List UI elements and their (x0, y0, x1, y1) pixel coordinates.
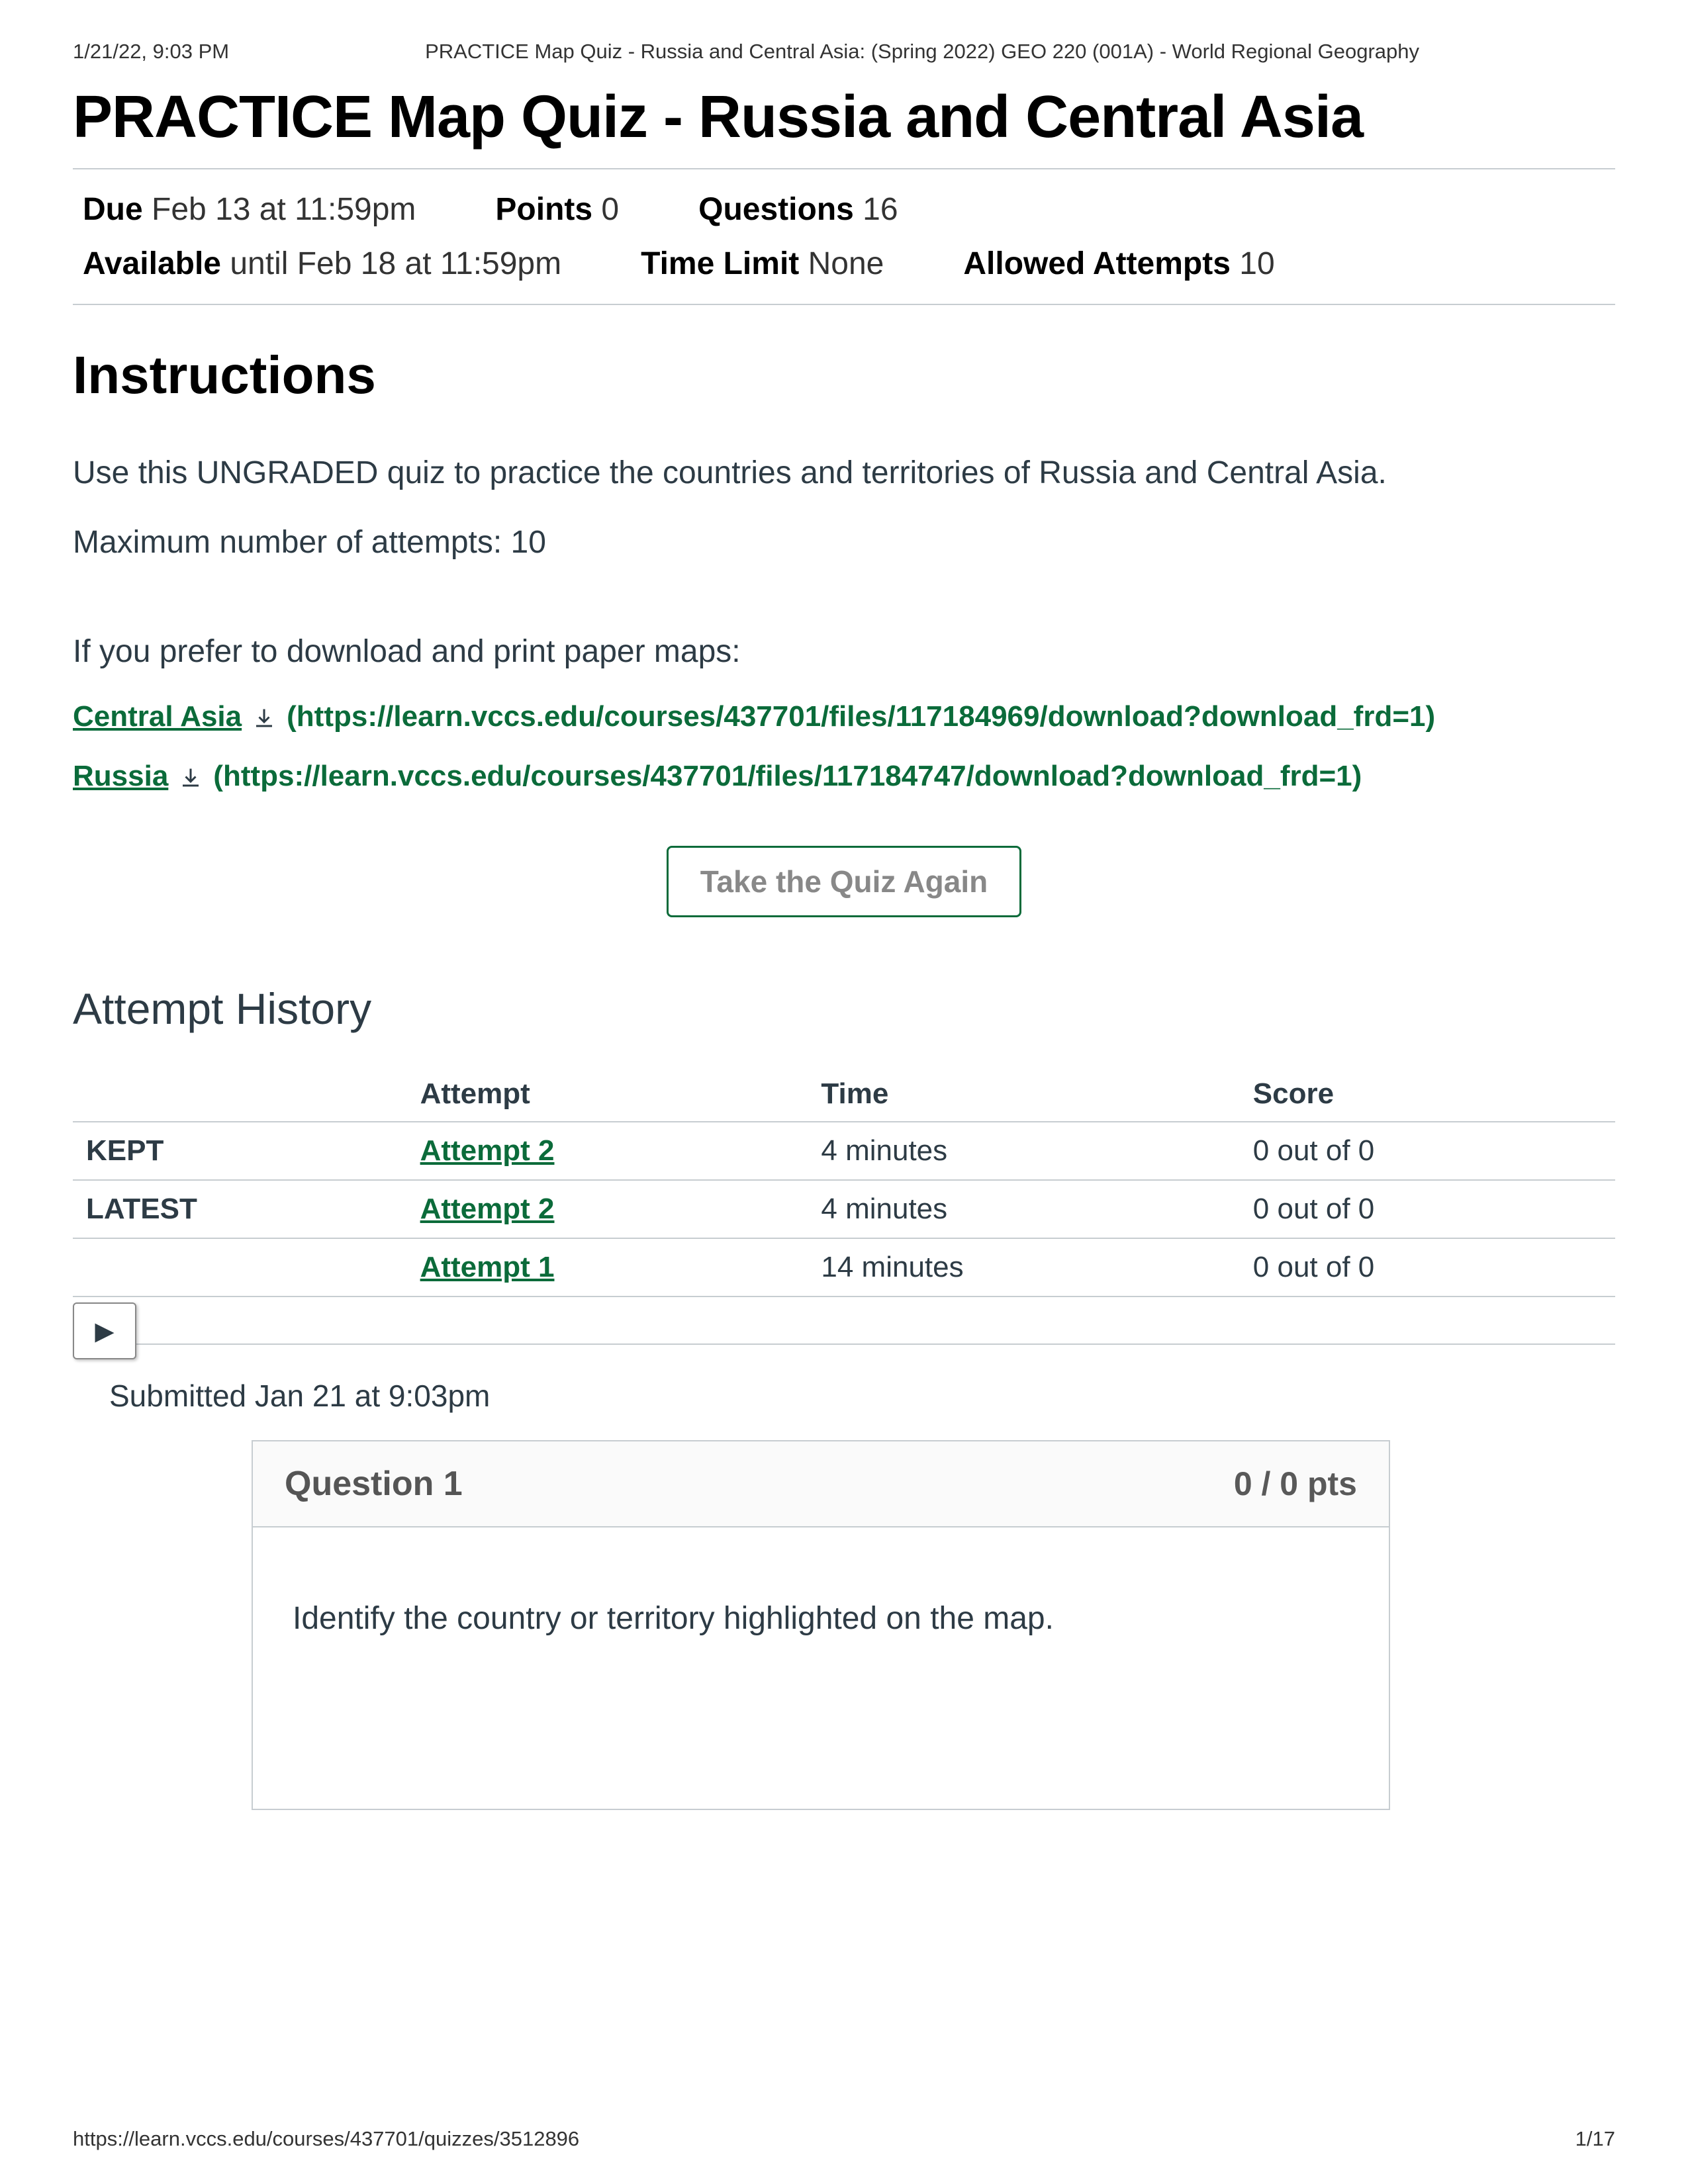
print-footer: https://learn.vccs.edu/courses/437701/qu… (73, 2127, 1615, 2151)
download-icon (177, 764, 204, 791)
available-label: Available (83, 246, 221, 281)
take-quiz-again-button[interactable]: Take the Quiz Again (667, 846, 1022, 917)
question-points: 0 / 0 pts (1234, 1465, 1357, 1503)
row-status: KEPT (73, 1122, 412, 1180)
instructions-p3: If you prefer to download and print pape… (73, 631, 1615, 674)
row-time: 14 minutes (813, 1238, 1244, 1297)
print-header: 1/21/22, 9:03 PM PRACTICE Map Quiz - Rus… (73, 40, 1615, 64)
attempt-history-heading: Attempt History (73, 983, 1615, 1034)
points-value: 0 (601, 192, 619, 227)
print-title: PRACTICE Map Quiz - Russia and Central A… (229, 40, 1615, 64)
row-time: 4 minutes (813, 1180, 1244, 1238)
download-link-central-asia[interactable]: Central Asia (https://learn.vccs.edu/cou… (73, 700, 1615, 733)
available-value: until Feb 18 at 11:59pm (230, 246, 561, 281)
instructions-p1: Use this UNGRADED quiz to practice the c… (73, 452, 1615, 495)
attempt-link[interactable]: Attempt 2 (420, 1134, 555, 1167)
instructions-body: Use this UNGRADED quiz to practice the c… (73, 452, 1615, 792)
row-status (73, 1238, 412, 1297)
attempts-value: 10 (1239, 246, 1274, 281)
instructions-heading: Instructions (73, 345, 1615, 406)
col-attempt: Attempt (412, 1067, 814, 1122)
attempt-history-table: Attempt Time Score KEPT Attempt 2 4 minu… (73, 1067, 1615, 1297)
questions-value: 16 (863, 192, 898, 227)
download-icon (251, 705, 277, 731)
table-row: LATEST Attempt 2 4 minutes 0 out of 0 (73, 1180, 1615, 1238)
footer-url: https://learn.vccs.edu/courses/437701/qu… (73, 2127, 579, 2151)
row-status: LATEST (73, 1180, 412, 1238)
row-time: 4 minutes (813, 1122, 1244, 1180)
attempts-label: Allowed Attempts (963, 246, 1231, 281)
col-score: Score (1245, 1067, 1615, 1122)
divider (73, 1343, 1615, 1345)
submitted-text: Submitted Jan 21 at 9:03pm (109, 1378, 1615, 1414)
page-title: PRACTICE Map Quiz - Russia and Central A… (73, 83, 1615, 152)
download-link-url: (https://learn.vccs.edu/courses/437701/f… (213, 760, 1362, 793)
print-timestamp: 1/21/22, 9:03 PM (73, 40, 229, 64)
attempt-link[interactable]: Attempt 2 (420, 1193, 555, 1225)
footer-page: 1/17 (1575, 2127, 1615, 2151)
questions-label: Questions (698, 192, 854, 227)
divider (73, 304, 1615, 305)
download-link-russia[interactable]: Russia (https://learn.vccs.edu/courses/4… (73, 760, 1615, 793)
attempt-link[interactable]: Attempt 1 (420, 1251, 555, 1283)
table-row: KEPT Attempt 2 4 minutes 0 out of 0 (73, 1122, 1615, 1180)
col-status (73, 1067, 412, 1122)
question-box: Question 1 0 / 0 pts Identify the countr… (252, 1440, 1390, 1810)
question-body: Identify the country or territory highli… (253, 1527, 1389, 1809)
question-prompt: Identify the country or territory highli… (293, 1601, 1054, 1636)
table-row: Attempt 1 14 minutes 0 out of 0 (73, 1238, 1615, 1297)
download-link-name: Russia (73, 760, 168, 793)
due-label: Due (83, 192, 143, 227)
timelimit-label: Time Limit (641, 246, 799, 281)
timelimit-value: None (808, 246, 884, 281)
question-header: Question 1 0 / 0 pts (253, 1441, 1389, 1527)
instructions-p2: Maximum number of attempts: 10 (73, 522, 1615, 565)
row-score: 0 out of 0 (1245, 1122, 1615, 1180)
col-time: Time (813, 1067, 1244, 1122)
points-label: Points (495, 192, 592, 227)
play-button[interactable]: ▶ (73, 1302, 136, 1359)
due-value: Feb 13 at 11:59pm (152, 192, 416, 227)
question-title: Question 1 (285, 1464, 463, 1504)
play-icon: ▶ (95, 1316, 114, 1346)
quiz-meta: Due Feb 13 at 11:59pm Points 0 Questions… (73, 169, 1615, 304)
download-link-name: Central Asia (73, 700, 242, 733)
row-score: 0 out of 0 (1245, 1180, 1615, 1238)
download-link-url: (https://learn.vccs.edu/courses/437701/f… (287, 700, 1435, 733)
row-score: 0 out of 0 (1245, 1238, 1615, 1297)
